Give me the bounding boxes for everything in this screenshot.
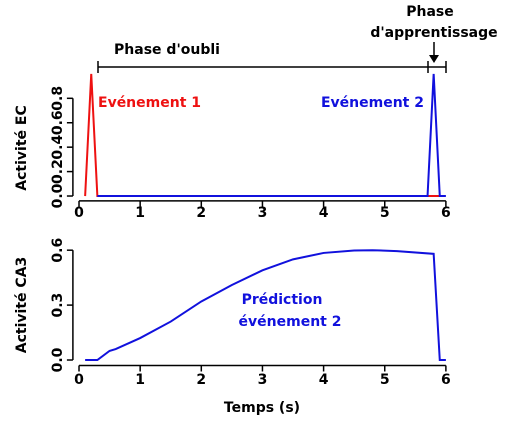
annotation: Prédiction [242, 292, 323, 308]
series-label: Evénement 1 [98, 95, 201, 111]
y-axis-label: Activité EC [14, 105, 30, 190]
series-line [85, 249, 446, 362]
x-tick-label: 0 [74, 205, 84, 221]
y-tick-label: 0.0 [50, 347, 66, 372]
x-tick-label: 4 [319, 372, 329, 388]
x-tick-label: 4 [319, 205, 329, 221]
annotation: événement 2 [239, 314, 342, 330]
x-tick-label: 2 [196, 205, 206, 221]
x-tick-label: 3 [258, 372, 268, 388]
x-tick-label: 1 [135, 372, 145, 388]
y-tick-label: 0.4 [50, 135, 66, 160]
series-label: Evénement 2 [321, 95, 424, 111]
annotation: Phase d'oubli [114, 42, 220, 58]
y-tick-label: 0.6 [50, 238, 66, 263]
x-tick-label: 5 [380, 205, 390, 221]
annotation: Phase [406, 4, 454, 20]
y-tick-label: 0.0 [50, 183, 66, 208]
annotation: d'apprentissage [370, 25, 497, 41]
y-tick-label: 0.3 [50, 293, 66, 318]
series-line [97, 73, 446, 198]
x-tick-label: 3 [258, 205, 268, 221]
x-tick-label: 0 [74, 372, 84, 388]
y-tick-label: 0.8 [50, 86, 66, 111]
y-tick-label: 0.2 [50, 159, 66, 184]
y-axis-label: Activité CA3 [14, 257, 30, 353]
x-tick-label: 1 [135, 205, 145, 221]
arrow-head [429, 55, 439, 63]
x-tick-label: 6 [441, 372, 451, 388]
x-tick-label: 2 [196, 372, 206, 388]
x-tick-label: 6 [441, 205, 451, 221]
x-axis-label: Temps (s) [224, 400, 300, 416]
annotation-brackets [97, 42, 447, 73]
series-line [84, 73, 440, 198]
y-tick-label: 0.6 [50, 110, 66, 135]
x-tick-label: 5 [380, 372, 390, 388]
